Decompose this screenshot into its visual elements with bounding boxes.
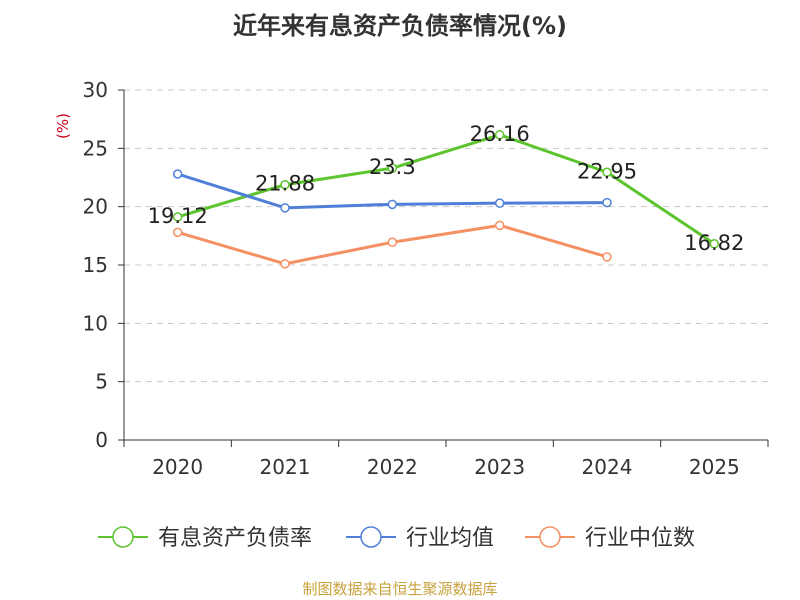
x-tick-label: 2025 xyxy=(689,455,740,479)
data-point xyxy=(602,167,612,177)
data-point xyxy=(387,199,398,210)
legend-label: 行业均值 xyxy=(406,526,494,551)
data-point xyxy=(280,179,290,190)
data-point xyxy=(602,252,612,262)
data-point xyxy=(172,212,183,222)
data-point xyxy=(494,198,505,208)
data-label: 19.12 xyxy=(148,204,208,228)
legend-marker xyxy=(360,526,382,548)
data-label: 22.95 xyxy=(577,159,637,183)
data-point xyxy=(709,239,720,249)
x-tick-label: 2023 xyxy=(474,455,525,479)
x-tick-label: 2024 xyxy=(582,455,633,479)
data-label: 16.82 xyxy=(684,231,744,255)
y-tick-label: 0 xyxy=(95,428,108,452)
y-tick-label: 25 xyxy=(83,136,108,160)
data-point xyxy=(280,259,290,269)
series-line-1 xyxy=(177,133,716,246)
data-point xyxy=(602,197,612,208)
data-point xyxy=(494,130,505,140)
x-tick-label: 2022 xyxy=(367,455,418,479)
y-tick-label: 20 xyxy=(83,195,108,219)
y-tick-label: 10 xyxy=(83,311,108,335)
x-tick-label: 2021 xyxy=(260,455,311,479)
y-tick-label: 30 xyxy=(83,78,108,102)
data-point xyxy=(280,203,290,213)
data-label: 23.3 xyxy=(369,155,416,179)
data-point xyxy=(172,169,183,179)
source-note: 制图数据来自恒生聚源数据库 xyxy=(302,580,498,598)
data-point xyxy=(387,163,398,173)
x-tick-label: 2020 xyxy=(152,455,203,479)
data-point xyxy=(494,220,505,231)
y-tick-label: 5 xyxy=(95,370,108,394)
y-axis-label: (%) xyxy=(54,113,72,139)
y-tick-label: 15 xyxy=(83,253,108,277)
legend-label: 有息资产负债率 xyxy=(158,526,312,551)
legend-marker xyxy=(539,526,561,548)
data-point xyxy=(387,237,398,247)
data-point xyxy=(172,227,183,238)
data-label: 26.16 xyxy=(470,122,530,146)
legend-label: 行业中位数 xyxy=(585,526,695,551)
legend-marker xyxy=(112,526,134,548)
chart-title: 近年来有息资产负债率情况(%) xyxy=(233,12,567,40)
data-label: 21.88 xyxy=(255,172,315,196)
